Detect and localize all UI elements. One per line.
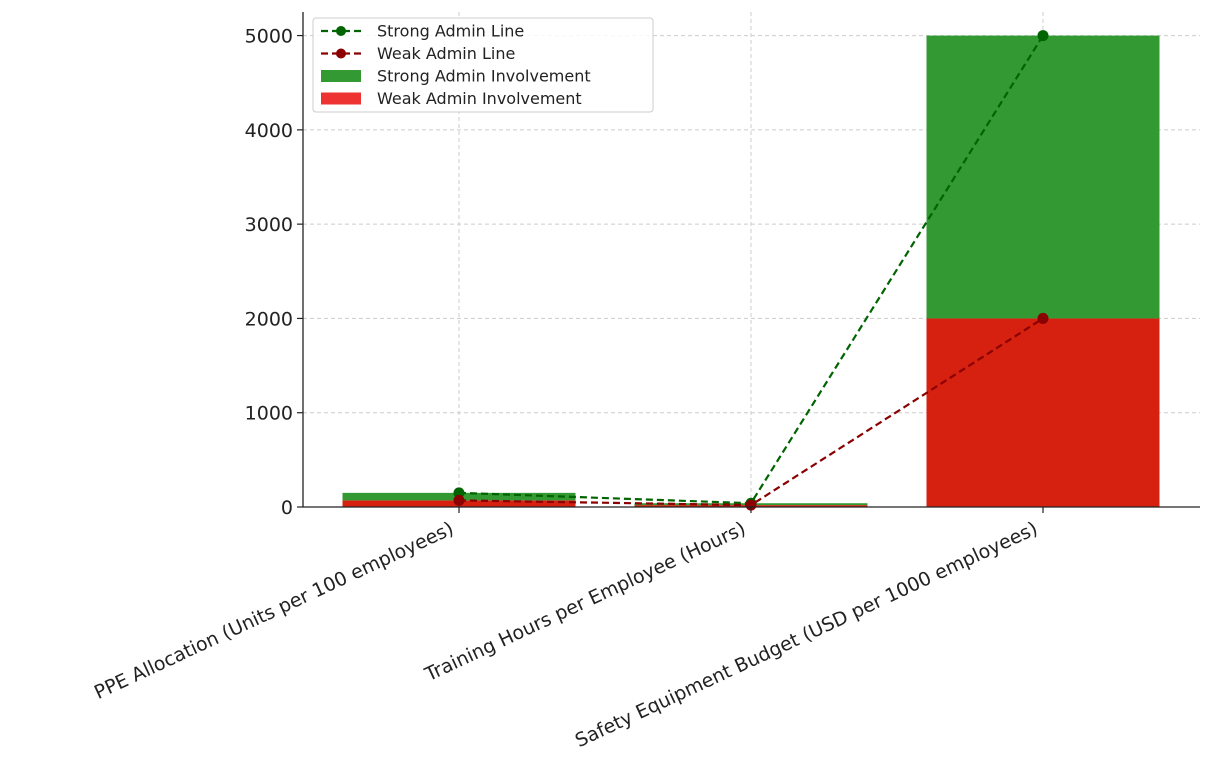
legend-label: Strong Admin Line [377, 22, 524, 41]
point-weak-admin-line [745, 499, 757, 511]
grid-lines [303, 12, 1200, 508]
point-weak-admin-line [1037, 312, 1049, 324]
y-tick-label: 4000 [245, 120, 293, 142]
legend-marker-strong-admin-line [336, 26, 346, 36]
y-tick-label: 2000 [245, 308, 293, 330]
y-tick-label: 5000 [245, 26, 293, 48]
legend-label: Strong Admin Involvement [377, 67, 591, 86]
point-strong-admin-line [1037, 30, 1049, 42]
x-tick-label: Safety Equipment Budget (USD per 1000 em… [572, 518, 1041, 752]
legend-swatch-strong-admin-involvement [321, 70, 361, 82]
point-strong-admin-line [453, 487, 465, 499]
legend-swatch-weak-admin-involvement [321, 92, 361, 105]
legend-box [312, 17, 654, 113]
legend: Strong Admin Line Weak Admin Line Strong A… [312, 17, 654, 113]
y-tick-label: 1000 [245, 403, 293, 425]
legend-label: Weak Admin Involvement [377, 89, 582, 108]
series-lines [453, 30, 1049, 511]
x-tick-label: PPE Allocation (Units per 100 employees) [91, 518, 457, 704]
legend-label: Weak Admin Line [377, 44, 515, 63]
bar-weak-admin-involvement [926, 318, 1160, 507]
bar-strong-admin-involvement [926, 35, 1160, 319]
legend-marker-weak-admin-line [336, 48, 346, 59]
y-tick-label: 0 [281, 497, 293, 519]
x-tick-label: Training Hours per Employee (Hours) [421, 518, 749, 687]
y-tick-label: 3000 [245, 214, 293, 236]
point-weak-admin-line [453, 494, 465, 506]
